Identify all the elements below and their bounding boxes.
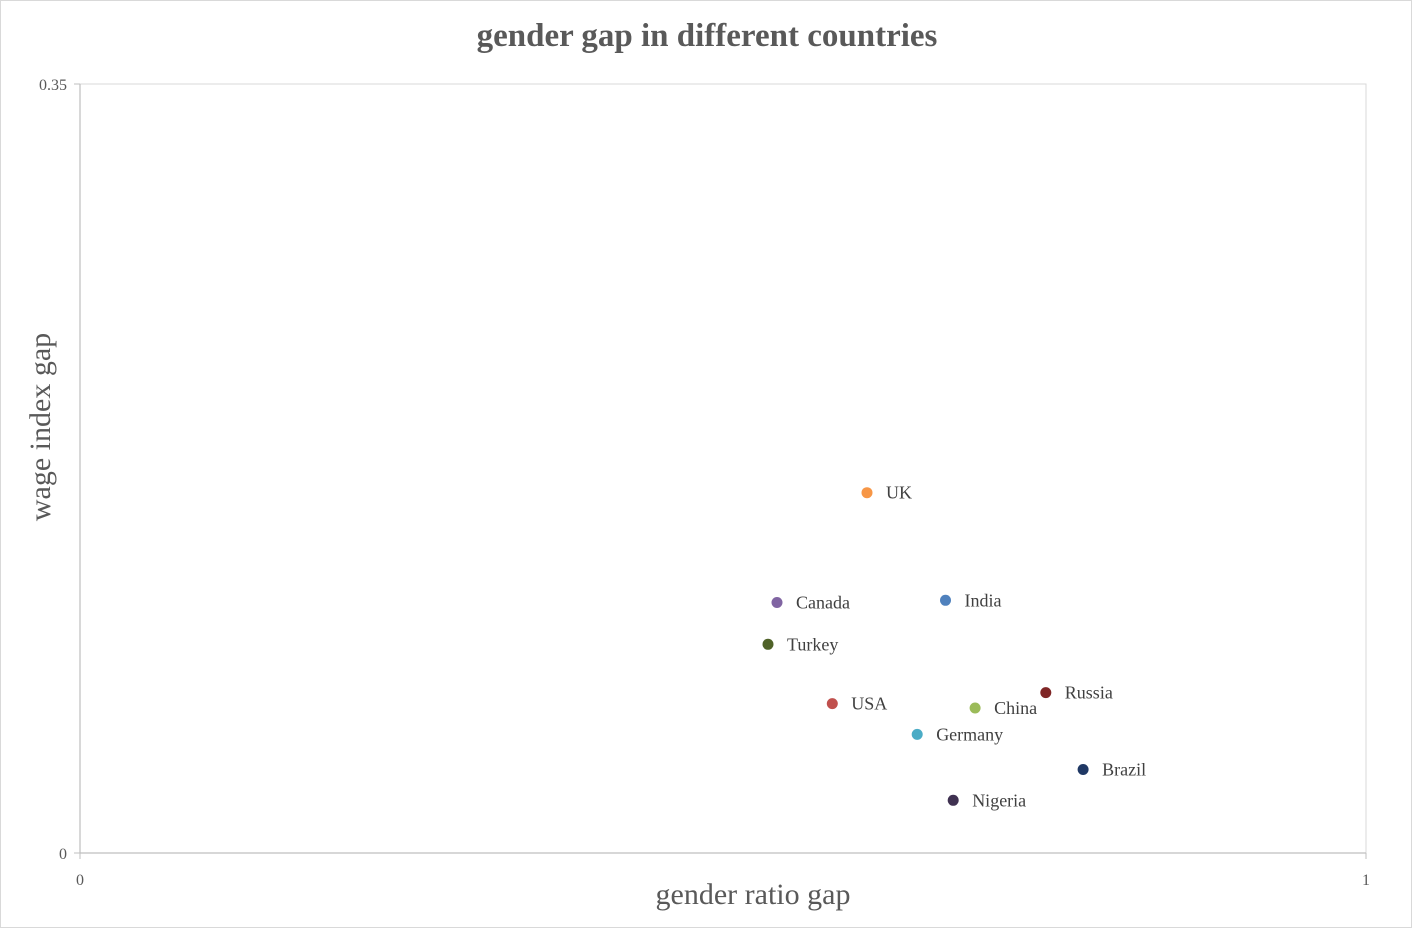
data-label-usa: USA xyxy=(851,694,887,714)
data-point-brazil xyxy=(1077,764,1089,775)
x-tick-label-max: 1 xyxy=(1362,872,1370,889)
y-tick-label-max: 0.35 xyxy=(39,77,67,94)
data-point-germany xyxy=(911,728,923,740)
x-tick-label-min: 0 xyxy=(76,872,84,889)
data-point-usa xyxy=(826,698,838,710)
data-label-russia: Russia xyxy=(1065,683,1113,703)
data-point-turkey xyxy=(762,638,774,650)
points-layer: UK Canada India Turkey Russia USA China Germany… xyxy=(762,483,1146,810)
data-label-brazil: Brazil xyxy=(1102,760,1146,780)
data-point-uk xyxy=(861,487,873,499)
data-label-nigeria: Nigeria xyxy=(972,790,1026,810)
data-label-canada: Canada xyxy=(796,593,850,613)
data-label-turkey: Turkey xyxy=(787,634,838,654)
data-label-germany: Germany xyxy=(936,724,1003,744)
data-point-canada xyxy=(771,597,783,608)
y-tick-label-min: 0 xyxy=(59,846,67,863)
data-point-nigeria xyxy=(947,794,959,806)
data-label-india: India xyxy=(965,590,1002,610)
data-label-china: China xyxy=(994,698,1037,718)
y-axis-title: wage index gap xyxy=(24,333,57,521)
data-point-china xyxy=(969,702,981,714)
data-point-india xyxy=(940,594,951,606)
data-label-uk: UK xyxy=(886,483,912,503)
chart-title: gender gap in different countries xyxy=(477,18,938,54)
data-point-russia xyxy=(1040,687,1052,699)
x-axis-title: gender ratio gap xyxy=(656,878,851,911)
plot-area xyxy=(79,83,1367,854)
